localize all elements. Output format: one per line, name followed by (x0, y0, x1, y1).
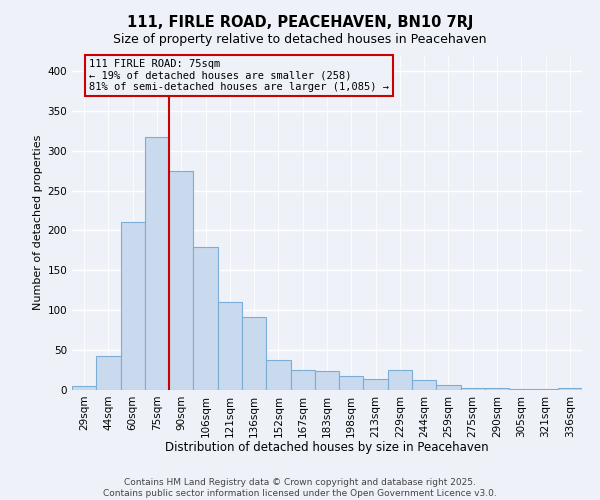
Bar (121, 222, 145, 390)
Bar (315, 371, 339, 390)
Bar (145, 137, 169, 390)
Bar (96, 356, 121, 390)
Text: 111, FIRLE ROAD, PEACEHAVEN, BN10 7RJ: 111, FIRLE ROAD, PEACEHAVEN, BN10 7RJ (127, 15, 473, 30)
Bar (290, 370, 315, 390)
Text: 111 FIRLE ROAD: 75sqm
← 19% of detached houses are smaller (258)
81% of semi-det: 111 FIRLE ROAD: 75sqm ← 19% of detached … (89, 59, 389, 92)
Bar (364, 379, 388, 390)
Bar (218, 302, 242, 390)
Text: Contains HM Land Registry data © Crown copyright and database right 2025.
Contai: Contains HM Land Registry data © Crown c… (103, 478, 497, 498)
Y-axis label: Number of detached properties: Number of detached properties (33, 135, 43, 310)
Bar (558, 388, 582, 390)
Bar (485, 388, 509, 390)
Bar (533, 389, 558, 390)
Bar (266, 360, 290, 390)
Bar (193, 247, 218, 390)
Bar (412, 380, 436, 390)
Bar (509, 389, 533, 390)
Bar (436, 385, 461, 390)
Bar (388, 370, 412, 390)
Bar (339, 376, 364, 390)
Bar (169, 170, 193, 390)
Bar (72, 386, 96, 390)
Text: Size of property relative to detached houses in Peacehaven: Size of property relative to detached ho… (113, 32, 487, 46)
Bar (461, 388, 485, 390)
X-axis label: Distribution of detached houses by size in Peacehaven: Distribution of detached houses by size … (165, 441, 489, 454)
Bar (242, 316, 266, 390)
